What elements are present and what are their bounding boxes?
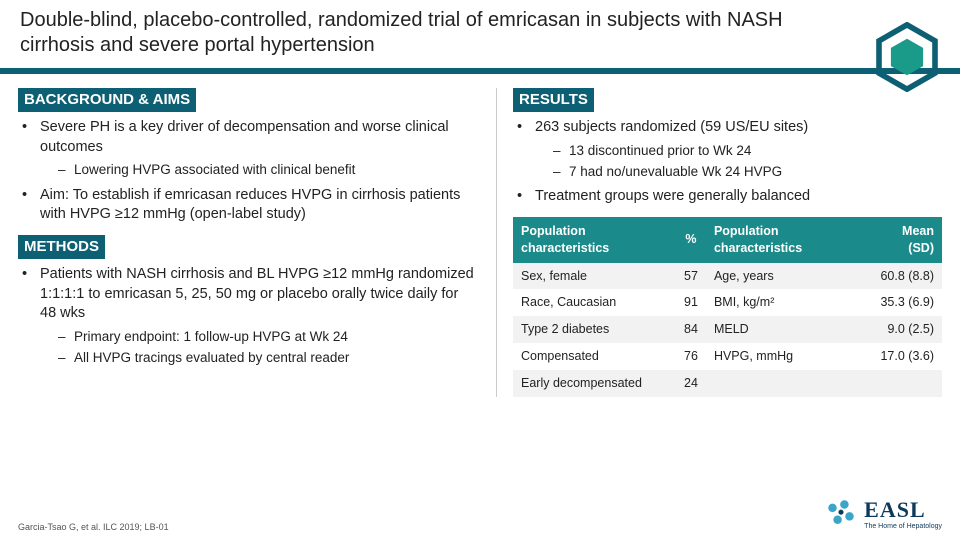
citation: Garcia-Tsao G, et al. ILC 2019; LB-01	[18, 522, 169, 532]
hexagon-icon	[872, 22, 942, 92]
cell	[869, 370, 942, 397]
sub-list: Lowering HVPG associated with clinical b…	[40, 161, 478, 179]
methods-list: Patients with NASH cirrhosis and BL HVPG…	[18, 265, 478, 367]
cell: 60.8 (8.8)	[869, 263, 942, 290]
list-item: Patients with NASH cirrhosis and BL HVPG…	[22, 265, 478, 367]
results-list: 263 subjects randomized (59 US/EU sites)…	[513, 118, 942, 207]
cell: Early decompensated	[513, 370, 676, 397]
population-table: Population characteristics % Population …	[513, 217, 942, 397]
cell: HVPG, mmHg	[706, 343, 869, 370]
list-item: Treatment groups were generally balanced	[517, 187, 942, 207]
logo-subtext: The Home of Hepatology	[864, 523, 942, 530]
table-row: Early decompensated 24	[513, 370, 942, 397]
left-column: BACKGROUND & AIMS Severe PH is a key dri…	[18, 88, 478, 397]
table-body: Sex, female 57 Age, years 60.8 (8.8) Rac…	[513, 263, 942, 397]
cell: 17.0 (3.6)	[869, 343, 942, 370]
sub-item: Primary endpoint: 1 follow-up HVPG at Wk…	[58, 328, 478, 346]
col-header: Mean (SD)	[869, 217, 942, 263]
sub-list: 13 discontinued prior to Wk 24 7 had no/…	[535, 142, 942, 181]
table-row: Sex, female 57 Age, years 60.8 (8.8)	[513, 263, 942, 290]
table-row: Type 2 diabetes 84 MELD 9.0 (2.5)	[513, 316, 942, 343]
cell	[706, 370, 869, 397]
cell: 9.0 (2.5)	[869, 316, 942, 343]
cell: Sex, female	[513, 263, 676, 290]
sub-item: Lowering HVPG associated with clinical b…	[58, 161, 478, 179]
col-header: Population characteristics	[513, 217, 676, 263]
bullet-text: 263 subjects randomized (59 US/EU sites)	[535, 119, 808, 135]
list-item: 263 subjects randomized (59 US/EU sites)…	[517, 118, 942, 181]
cell: Type 2 diabetes	[513, 316, 676, 343]
cell: 84	[676, 316, 706, 343]
section-label-results: RESULTS	[513, 88, 594, 112]
cell: 76	[676, 343, 706, 370]
table-row: Compensated 76 HVPG, mmHg 17.0 (3.6)	[513, 343, 942, 370]
easl-logo: EASL The Home of Hepatology	[824, 496, 942, 530]
sub-item: 7 had no/unevaluable Wk 24 HVPG	[553, 163, 942, 181]
cell: 91	[676, 289, 706, 316]
header: Double-blind, placebo-controlled, random…	[0, 0, 960, 74]
cell: Race, Caucasian	[513, 289, 676, 316]
list-item: Severe PH is a key driver of decompensat…	[22, 118, 478, 179]
cell: Compensated	[513, 343, 676, 370]
background-list: Severe PH is a key driver of decompensat…	[18, 118, 478, 224]
content-body: BACKGROUND & AIMS Severe PH is a key dri…	[0, 74, 960, 397]
section-label-methods: METHODS	[18, 235, 105, 259]
table-header-row: Population characteristics % Population …	[513, 217, 942, 263]
logo-text-wrap: EASL The Home of Hepatology	[864, 497, 942, 530]
sub-item: 13 discontinued prior to Wk 24	[553, 142, 942, 160]
right-column: RESULTS 263 subjects randomized (59 US/E…	[496, 88, 942, 397]
col-header: Population characteristics	[706, 217, 869, 263]
bullet-text: Patients with NASH cirrhosis and BL HVPG…	[40, 266, 474, 321]
cell: 57	[676, 263, 706, 290]
sub-list: Primary endpoint: 1 follow-up HVPG at Wk…	[40, 328, 478, 367]
page-title: Double-blind, placebo-controlled, random…	[20, 8, 820, 58]
col-header: %	[676, 217, 706, 263]
cell: MELD	[706, 316, 869, 343]
cell: 24	[676, 370, 706, 397]
cell: BMI, kg/m²	[706, 289, 869, 316]
list-item: Aim: To establish if emricasan reduces H…	[22, 186, 478, 225]
cell: 35.3 (6.9)	[869, 289, 942, 316]
section-label-background: BACKGROUND & AIMS	[18, 88, 196, 112]
bullet-text: Severe PH is a key driver of decompensat…	[40, 119, 449, 155]
cell: Age, years	[706, 263, 869, 290]
table-row: Race, Caucasian 91 BMI, kg/m² 35.3 (6.9)	[513, 289, 942, 316]
logo-mark-icon	[824, 496, 858, 530]
logo-text: EASL	[864, 497, 942, 523]
sub-item: All HVPG tracings evaluated by central r…	[58, 349, 478, 367]
